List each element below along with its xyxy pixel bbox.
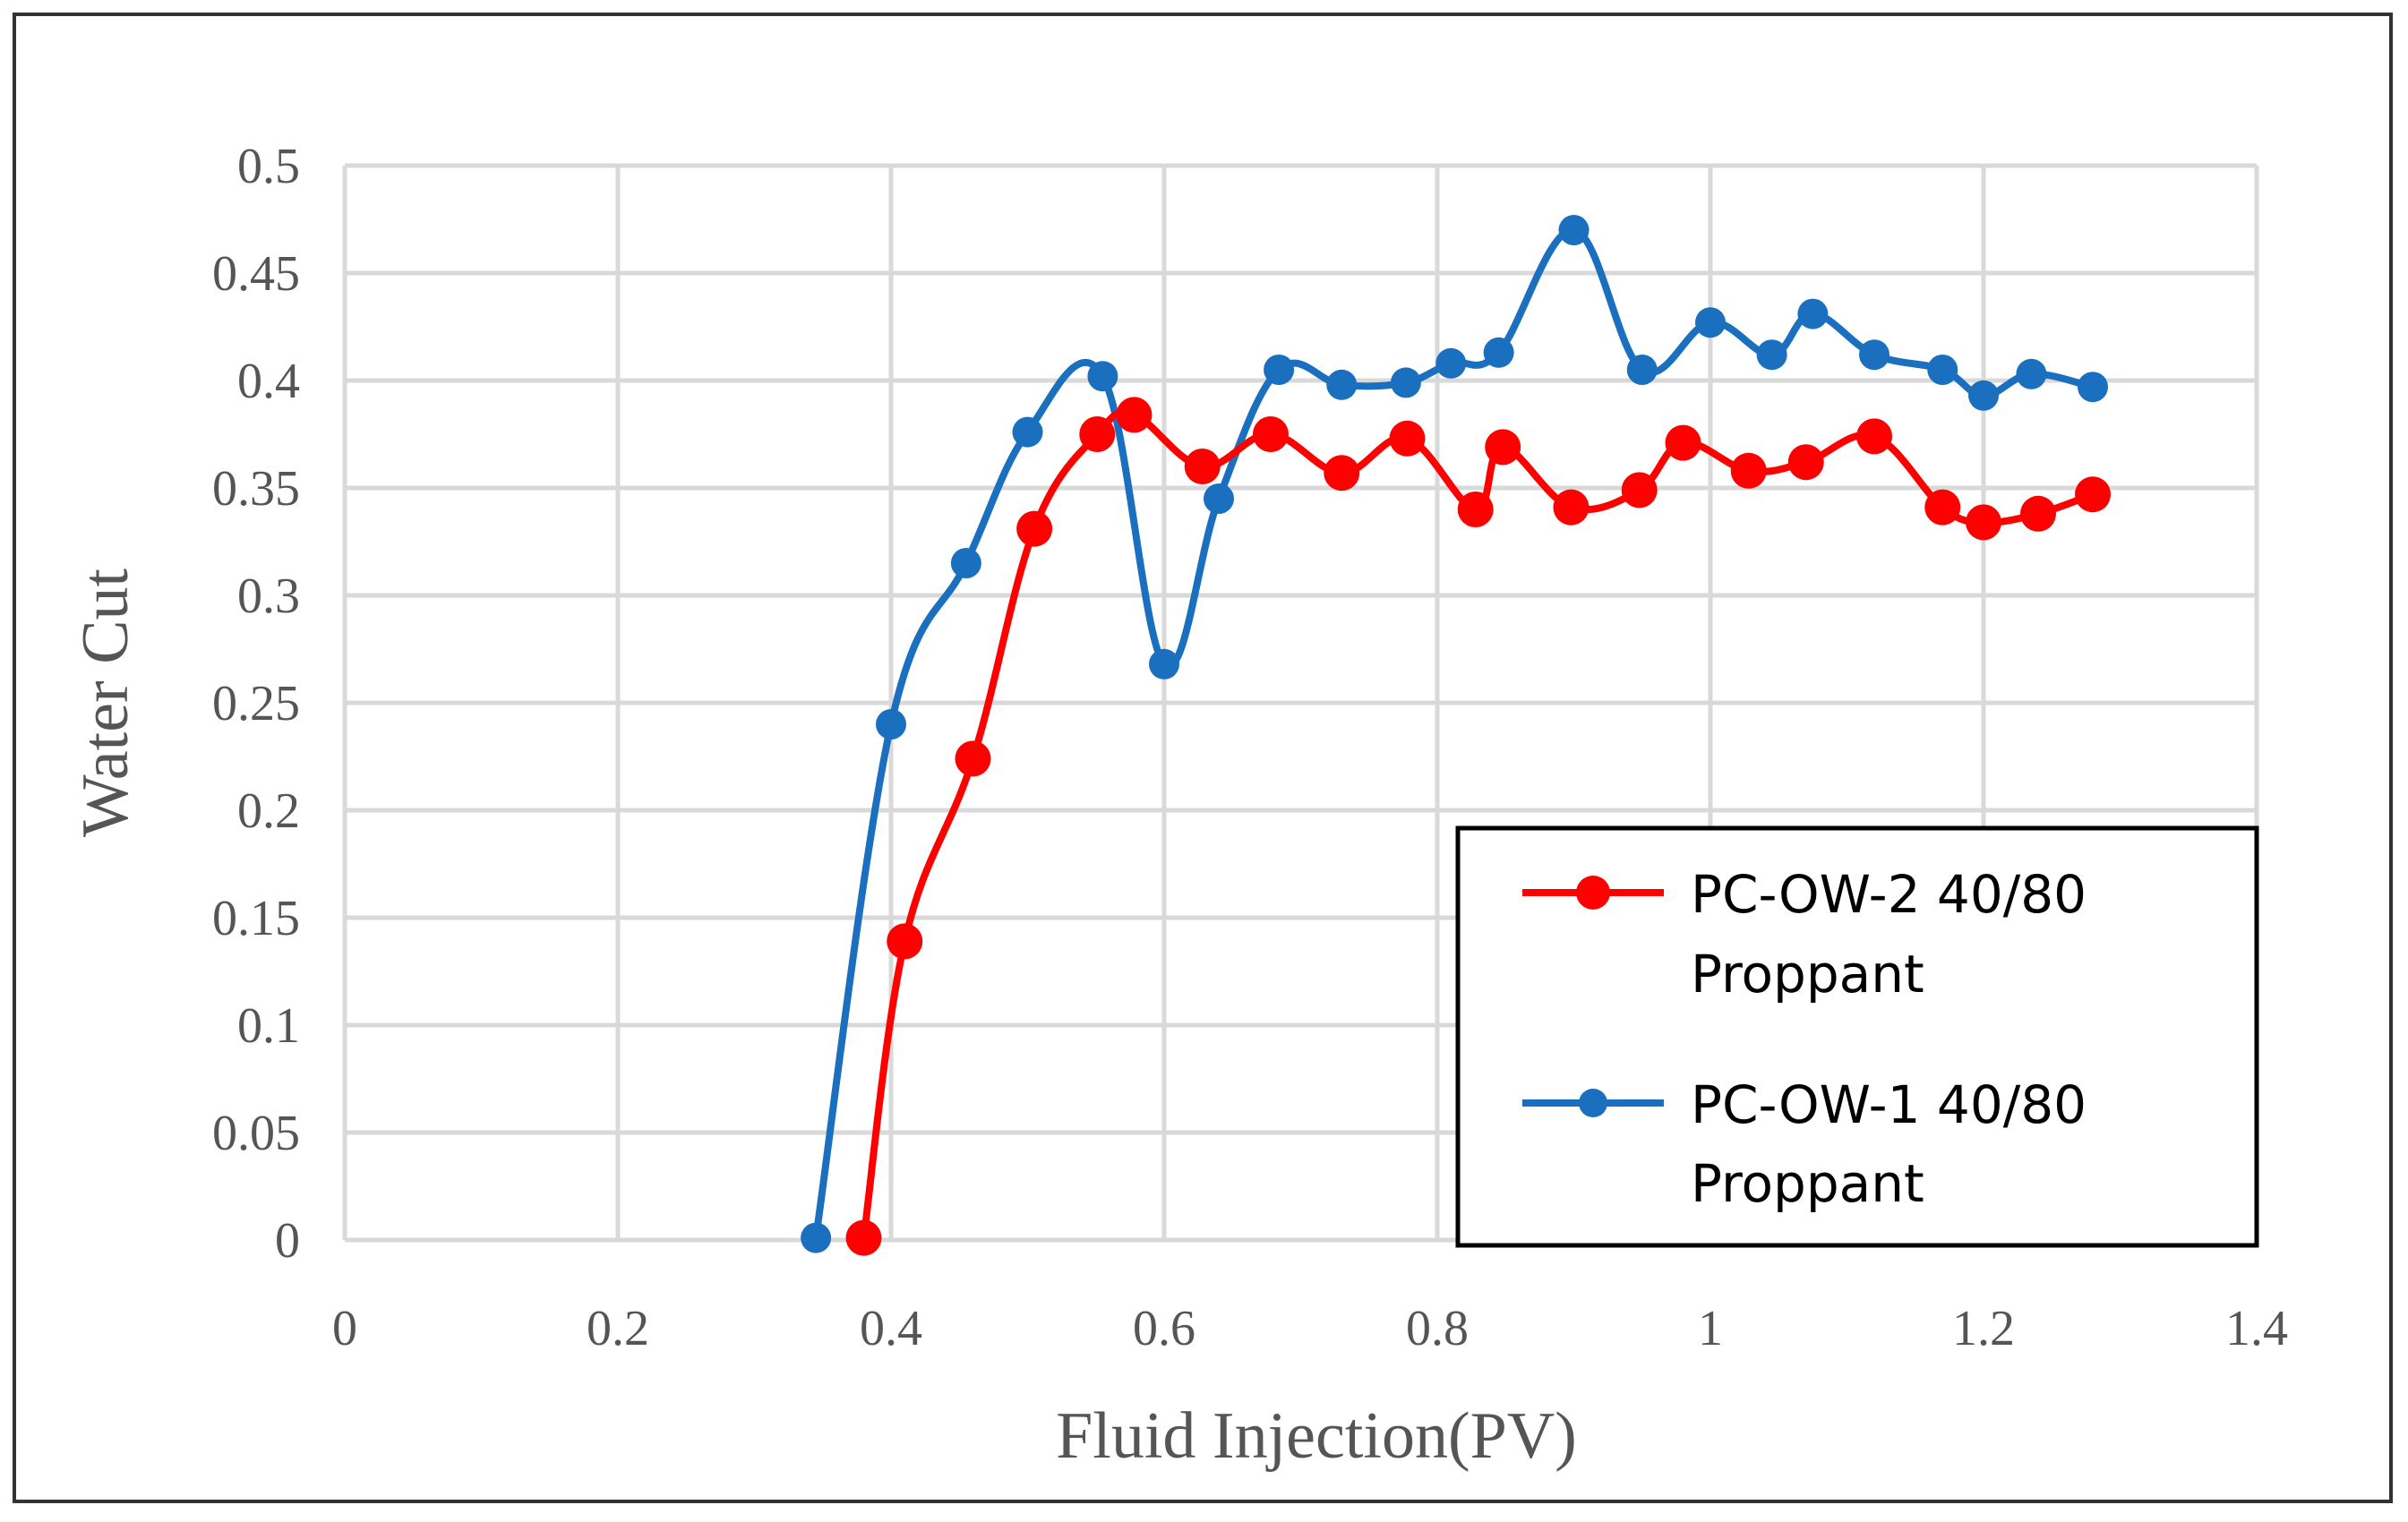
data-point-pc-ow-2-40-80-proppant	[1389, 420, 1426, 457]
data-point-pc-ow-1-40-80-proppant	[1483, 337, 1514, 368]
data-point-pc-ow-2-40-80-proppant	[845, 1219, 882, 1256]
x-tick-label: 1	[1698, 1301, 1723, 1356]
data-point-pc-ow-2-40-80-proppant	[1924, 489, 1961, 526]
legend-item-pc-ow-2: PC-OW-2 40/80 Proppant	[1522, 864, 2087, 1005]
x-tick-label: 0.8	[1406, 1301, 1469, 1356]
data-point-pc-ow-2-40-80-proppant	[1553, 489, 1590, 526]
legend: PC-OW-2 40/80 Proppant PC-OW-1 40/80 Pro…	[1455, 825, 2259, 1248]
data-point-pc-ow-1-40-80-proppant	[1087, 361, 1118, 392]
legend-label-pc-ow-2-line1: PC-OW-2 40/80	[1691, 864, 2087, 925]
data-point-pc-ow-2-40-80-proppant	[1665, 424, 1701, 461]
x-tick-label: 0.2	[587, 1301, 649, 1356]
series-layer	[801, 215, 2111, 1256]
data-point-pc-ow-1-40-80-proppant	[2016, 358, 2047, 389]
x-tick-label: 0	[332, 1301, 357, 1356]
data-point-pc-ow-2-40-80-proppant	[1485, 429, 1521, 466]
data-point-pc-ow-1-40-80-proppant	[1390, 367, 1421, 398]
data-point-pc-ow-1-40-80-proppant	[1859, 339, 1890, 371]
y-tick-label: 0.4	[237, 354, 300, 409]
y-tick-label: 0.05	[212, 1106, 300, 1161]
legend-item-pc-ow-1: PC-OW-1 40/80 Proppant	[1522, 1074, 2087, 1214]
x-tick-label: 1.4	[2225, 1301, 2288, 1356]
data-point-pc-ow-2-40-80-proppant	[1016, 510, 1053, 547]
data-point-pc-ow-2-40-80-proppant	[1184, 449, 1221, 484]
data-point-pc-ow-1-40-80-proppant	[1558, 215, 1590, 245]
data-point-pc-ow-2-40-80-proppant	[1457, 492, 1494, 527]
data-point-pc-ow-2-40-80-proppant	[2020, 495, 2056, 532]
data-point-pc-ow-2-40-80-proppant	[1856, 418, 1892, 455]
x-tick-label: 0.6	[1133, 1301, 1195, 1356]
series-line-pc-ow-1-40-80-proppant	[812, 227, 2096, 1242]
data-point-pc-ow-2-40-80-proppant	[1116, 397, 1153, 433]
y-tick-label: 0.15	[212, 891, 300, 946]
data-point-pc-ow-1-40-80-proppant	[1626, 355, 1658, 385]
data-point-pc-ow-2-40-80-proppant	[1324, 455, 1360, 492]
legend-marker-pc-ow-1	[1579, 1089, 1607, 1117]
chart-frame	[13, 13, 2393, 1503]
y-tick-label: 0	[275, 1213, 300, 1269]
data-point-pc-ow-2-40-80-proppant	[887, 923, 923, 960]
data-point-pc-ow-1-40-80-proppant	[2078, 372, 2108, 403]
y-axis-title: Water Cut	[69, 568, 142, 837]
y-tick-label: 0.25	[212, 676, 300, 731]
data-point-pc-ow-1-40-80-proppant	[1797, 298, 1829, 329]
data-point-pc-ow-2-40-80-proppant	[2075, 476, 2111, 513]
data-point-pc-ow-1-40-80-proppant	[1204, 483, 1234, 514]
y-tick-label: 0.2	[237, 783, 300, 839]
tick-labels: 0 0.05 0.1 0.15 0.2 0.25 0.3 0.35 0.4 0.45 0.5 0 0.2…	[212, 139, 2288, 1356]
x-tick-label: 1.2	[1952, 1301, 2015, 1356]
y-tick-label: 0.35	[212, 461, 300, 517]
data-point-pc-ow-1-40-80-proppant	[876, 709, 906, 740]
data-point-pc-ow-2-40-80-proppant	[1730, 452, 1767, 489]
legend-label-pc-ow-2-line2: Proppant	[1691, 944, 1924, 1005]
data-point-pc-ow-2-40-80-proppant	[955, 740, 991, 777]
data-point-pc-ow-1-40-80-proppant	[1927, 355, 1958, 385]
y-tick-label: 0.3	[237, 569, 300, 624]
data-point-pc-ow-1-40-80-proppant	[1326, 369, 1358, 400]
y-tick-label: 0.5	[237, 139, 300, 194]
legend-label-pc-ow-1-line1: PC-OW-1 40/80	[1691, 1074, 2087, 1135]
y-tick-label: 0.1	[237, 998, 300, 1054]
data-point-pc-ow-1-40-80-proppant	[1435, 347, 1467, 379]
data-point-pc-ow-2-40-80-proppant	[1966, 504, 2001, 541]
data-point-pc-ow-1-40-80-proppant	[801, 1222, 832, 1253]
data-point-pc-ow-2-40-80-proppant	[1621, 472, 1658, 509]
data-point-pc-ow-2-40-80-proppant	[1787, 444, 1824, 481]
data-point-pc-ow-1-40-80-proppant	[1012, 416, 1043, 448]
x-tick-label: 0.4	[860, 1301, 922, 1356]
x-axis-title: Fluid Injection(PV)	[1056, 1399, 1577, 1473]
data-point-pc-ow-1-40-80-proppant	[1968, 380, 1999, 411]
data-point-pc-ow-1-40-80-proppant	[1695, 307, 1726, 338]
legend-label-pc-ow-1-line2: Proppant	[1691, 1153, 1924, 1214]
legend-marker-pc-ow-2	[1576, 876, 1610, 910]
data-point-pc-ow-2-40-80-proppant	[1079, 416, 1116, 452]
data-point-pc-ow-1-40-80-proppant	[950, 548, 981, 578]
data-point-pc-ow-1-40-80-proppant	[1264, 355, 1295, 385]
y-tick-label: 0.45	[212, 246, 300, 302]
data-point-pc-ow-1-40-80-proppant	[1756, 339, 1787, 371]
data-point-pc-ow-1-40-80-proppant	[1149, 648, 1179, 680]
data-point-pc-ow-2-40-80-proppant	[1252, 416, 1289, 452]
